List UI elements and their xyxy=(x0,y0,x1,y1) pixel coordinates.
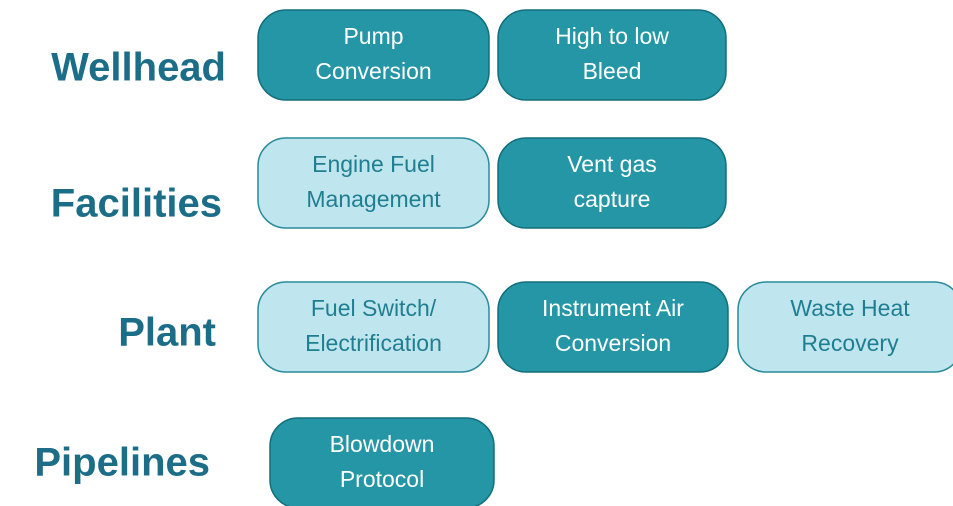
box-text: Bleed xyxy=(583,58,642,84)
action-box xyxy=(257,9,490,101)
box-text: Pump xyxy=(343,23,403,49)
action-box xyxy=(257,281,490,373)
box-text: Blowdown xyxy=(330,431,435,457)
action-box xyxy=(257,137,490,229)
box-text: Engine Fuel xyxy=(312,151,435,177)
box-text: capture xyxy=(574,186,651,212)
action-box xyxy=(737,281,953,373)
box-text: Protocol xyxy=(340,466,424,492)
action-box xyxy=(497,9,727,101)
box-text: Conversion xyxy=(555,330,671,356)
action-box xyxy=(497,281,729,373)
box-text: Vent gas xyxy=(567,151,657,177)
box-text: Waste Heat xyxy=(790,295,910,321)
box-text: Fuel Switch/ xyxy=(311,295,437,321)
box-text: Instrument Air xyxy=(542,295,684,321)
box-text: Electrification xyxy=(305,330,442,356)
row-label: Plant xyxy=(118,311,216,355)
box-text: Recovery xyxy=(801,330,899,356)
row-label: Facilities xyxy=(51,182,222,226)
box-text: High to low xyxy=(555,23,669,49)
box-text: Conversion xyxy=(315,58,431,84)
action-box xyxy=(497,137,727,229)
row-label: Wellhead xyxy=(51,46,226,90)
box-text: Management xyxy=(306,186,441,212)
action-box xyxy=(269,417,495,506)
row-label: Pipelines xyxy=(34,441,210,485)
